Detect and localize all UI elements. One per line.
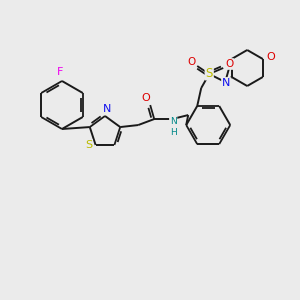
Text: O: O <box>142 93 151 103</box>
Text: N
H: N H <box>170 117 177 137</box>
Text: S: S <box>85 140 92 150</box>
Text: O: O <box>187 57 195 67</box>
Text: N: N <box>103 104 111 114</box>
Text: S: S <box>206 67 213 80</box>
Text: O: O <box>266 52 275 62</box>
Text: N: N <box>222 78 230 88</box>
Text: F: F <box>57 67 63 77</box>
Text: O: O <box>225 59 233 69</box>
